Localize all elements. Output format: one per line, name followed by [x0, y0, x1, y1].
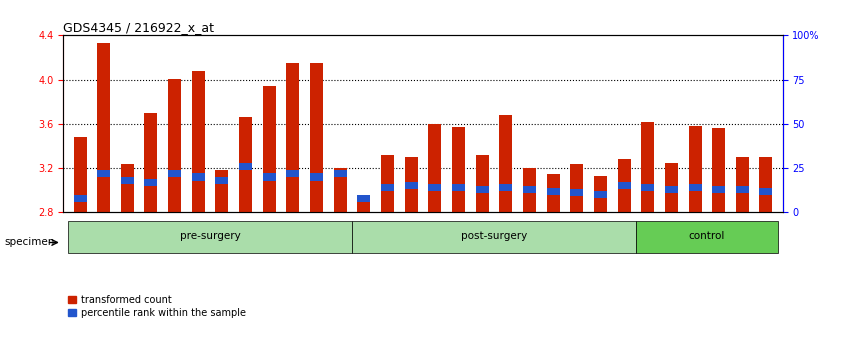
Bar	[404, 182, 418, 189]
Bar	[239, 117, 252, 212]
Bar	[239, 163, 252, 170]
Bar	[523, 168, 536, 212]
Bar	[192, 71, 205, 212]
Bar	[121, 164, 134, 212]
Bar	[689, 184, 701, 191]
Bar	[475, 155, 489, 212]
Legend: transformed count, percentile rank within the sample: transformed count, percentile rank withi…	[69, 295, 246, 318]
Bar	[263, 86, 276, 212]
Bar	[333, 168, 347, 212]
Bar	[381, 155, 394, 212]
Bar	[689, 126, 701, 212]
Text: pre-surgery: pre-surgery	[179, 232, 240, 241]
Text: GDS4345 / 216922_x_at: GDS4345 / 216922_x_at	[63, 21, 214, 34]
Bar	[74, 195, 86, 202]
Bar	[145, 179, 157, 186]
Bar	[594, 191, 607, 198]
Bar	[352, 221, 636, 253]
Bar	[69, 221, 352, 253]
Text: specimen: specimen	[4, 238, 55, 247]
Bar	[636, 221, 777, 253]
Bar	[287, 170, 299, 177]
Bar	[216, 177, 228, 184]
Bar	[428, 124, 442, 212]
Bar	[287, 63, 299, 212]
Bar	[263, 173, 276, 181]
Bar	[74, 137, 86, 212]
Bar	[760, 188, 772, 195]
Bar	[452, 127, 465, 212]
Bar	[499, 184, 513, 191]
Bar	[736, 186, 749, 193]
Bar	[547, 188, 559, 195]
Bar	[381, 184, 394, 191]
Bar	[333, 170, 347, 177]
Bar	[712, 186, 725, 193]
Bar	[121, 177, 134, 184]
Bar	[97, 170, 110, 177]
Bar	[168, 170, 181, 177]
Bar	[310, 63, 323, 212]
Bar	[618, 182, 630, 189]
Bar	[357, 201, 371, 212]
Bar	[736, 157, 749, 212]
Bar	[168, 79, 181, 212]
Text: post-surgery: post-surgery	[461, 232, 527, 241]
Bar	[475, 186, 489, 193]
Bar	[760, 157, 772, 212]
Bar	[594, 176, 607, 212]
Bar	[428, 184, 442, 191]
Bar	[665, 186, 678, 193]
Bar	[523, 186, 536, 193]
Bar	[216, 170, 228, 212]
Bar	[97, 43, 110, 212]
Bar	[618, 159, 630, 212]
Bar	[192, 173, 205, 181]
Bar	[357, 195, 371, 202]
Bar	[570, 189, 583, 196]
Bar	[499, 115, 513, 212]
Bar	[452, 184, 465, 191]
Bar	[665, 162, 678, 212]
Bar	[641, 122, 654, 212]
Bar	[641, 184, 654, 191]
Text: control: control	[689, 232, 725, 241]
Bar	[404, 157, 418, 212]
Bar	[145, 113, 157, 212]
Bar	[712, 129, 725, 212]
Bar	[570, 164, 583, 212]
Bar	[310, 173, 323, 181]
Bar	[547, 174, 559, 212]
